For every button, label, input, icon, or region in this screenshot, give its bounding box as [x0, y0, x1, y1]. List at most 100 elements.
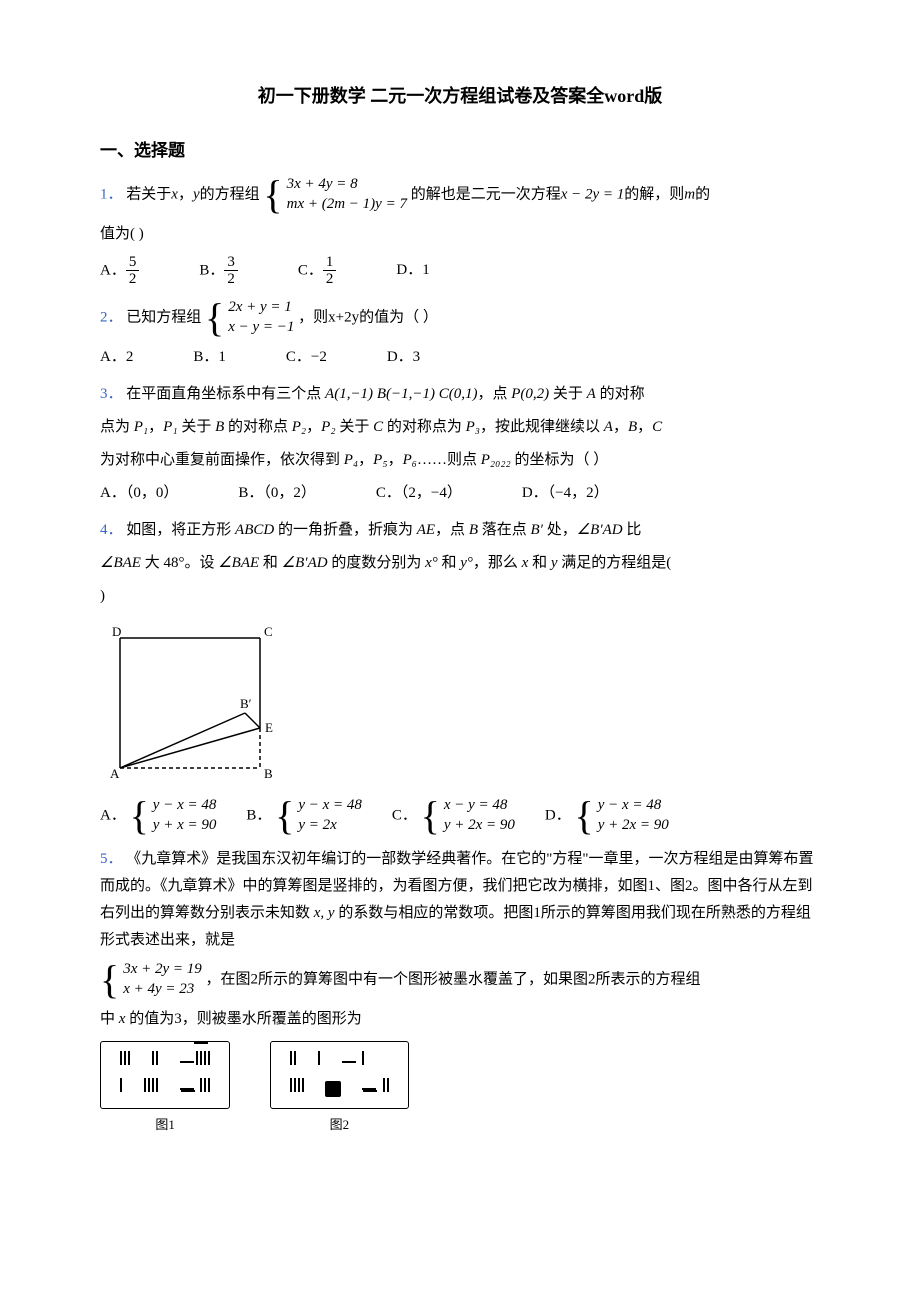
q3-text: 关于 [178, 419, 216, 435]
q3-options: A．（0，0） B．（0，2） C．（2，−4） D．（−4，2） [100, 480, 820, 507]
opt-label: B． [199, 262, 224, 278]
var: y [551, 555, 558, 571]
q1-opt-c: C．12 [298, 254, 337, 288]
q3-text: ，点 [477, 386, 511, 402]
var: ∠BAE [218, 555, 259, 571]
question-4: 4． 如图，将正方形 ABCD 的一角折叠，折痕为 AE，点 B 落在点 B′ … [100, 517, 820, 544]
var: A [587, 386, 596, 402]
var: ∠B′AD [577, 522, 623, 538]
q2-opt-c: C．−2 [286, 344, 327, 371]
var: P₁ [134, 419, 148, 435]
q4-figure: D C A B E B′ [100, 618, 290, 788]
q4-text: 的度数分别为 [328, 555, 426, 571]
pt-p: P(0,2) [511, 386, 549, 402]
pt-a: A(1,−1) [325, 386, 373, 402]
q1-opt-b: B．32 [199, 254, 238, 288]
q1-text-cont: 值为( ) [100, 221, 820, 248]
q2-text: ，则x+2y的值为（ ） [298, 309, 438, 325]
q3-text: ， [306, 419, 321, 435]
q3-text: 关于 [549, 386, 587, 402]
q4-opt-b: B． {y − x = 48y = 2x [246, 796, 362, 836]
q4-text: 落在点 [478, 522, 531, 538]
frac-num: 5 [126, 254, 140, 272]
fig-label-e: E [265, 720, 273, 735]
q4-line3: ) [100, 583, 820, 610]
q1-opt-a: A．52 [100, 254, 139, 288]
q1-options: A．52 B．32 C．12 D．1 [100, 254, 820, 288]
opt-label: B． [246, 807, 271, 823]
q5-fig2-container: 图2 [270, 1041, 408, 1137]
q5-text: 中 [100, 1011, 119, 1027]
frac-num: 1 [323, 254, 337, 272]
q1-text: 的方程组 [200, 186, 260, 202]
q3-opt-b: B．（0，2） [238, 480, 316, 507]
q2-sys-row1: 2x + y = 1 [228, 298, 294, 318]
q5-text: 的值为3，则被墨水所覆盖的图形为 [125, 1011, 361, 1027]
var: P₃ [466, 419, 480, 435]
frac-den: 2 [224, 271, 238, 288]
q4-line2: ∠BAE 大 48°。设 ∠BAE 和 ∠B′AD 的度数分别为 x° 和 y°… [100, 550, 820, 577]
q5-fig2-box [270, 1041, 408, 1109]
q5-number: 5． [100, 851, 123, 867]
q3-opt-c: C．（2，−4） [376, 480, 462, 507]
q2-opt-b: B．1 [193, 344, 226, 371]
opt-label: C． [392, 807, 417, 823]
q3-text: ，按此规律继续以 [480, 419, 604, 435]
q1-var-m: m [684, 186, 695, 202]
q1-text: 的解，则 [624, 186, 684, 202]
sys-row: y − x = 48 [153, 796, 217, 816]
q3-text: ， [613, 419, 628, 435]
var: A [604, 419, 613, 435]
q5-line2: { 3x + 2y = 19 x + 4y = 23 ，在图2所示的算筹图中有一… [100, 960, 820, 1000]
q1-sys-row2: mx + (2m − 1)y = 7 [287, 195, 407, 215]
q4-opt-d: D． {y − x = 48y + 2x = 90 [545, 796, 669, 836]
q5-fig1-box [100, 1041, 230, 1109]
q4-options: A． {y − x = 48y + x = 90 B． {y − x = 48y… [100, 796, 820, 836]
q1-eq: x − 2y = 1 [561, 186, 625, 202]
fig-label-c: C [264, 624, 273, 639]
q3-text: 的坐标为（ ） [511, 452, 609, 468]
q1-opt-d: D．1 [396, 257, 429, 284]
q3-text: 在平面直角坐标系中有三个点 [126, 386, 325, 402]
sys-row: y + 2x = 90 [598, 816, 669, 836]
q5-fig1-label: 图1 [100, 1113, 230, 1136]
q3-number: 3． [100, 386, 123, 402]
q3-text: ， [637, 419, 652, 435]
q2-sys-row2: x − y = −1 [228, 318, 294, 338]
var: P₆ [403, 452, 417, 468]
q5-line3: 中 x 的值为3，则被墨水所覆盖的图形为 [100, 1006, 820, 1033]
q5-system: { 3x + 2y = 19 x + 4y = 23 [100, 960, 202, 1000]
q4-text: 满足的方程组是( [558, 555, 672, 571]
q3-text: 的对称点 [224, 419, 292, 435]
brace: { [205, 298, 224, 338]
var: AE [417, 522, 435, 538]
question-5: 5． 《九章算术》是我国东汉初年编订的一部数学经典著作。在它的"方程"一章里，一… [100, 846, 820, 954]
q2-text: 已知方程组 [126, 309, 201, 325]
opt-label: D． [545, 807, 571, 823]
q1-text: 的 [695, 186, 710, 202]
frac-den: 2 [323, 271, 337, 288]
fig-label-b: B [264, 766, 273, 781]
q5-sys-row2: x + 4y = 23 [123, 980, 202, 1000]
frac-num: 3 [224, 254, 238, 272]
sys-row: y + 2x = 90 [444, 816, 515, 836]
q5-fig1-container: 图1 [100, 1041, 230, 1137]
q3-opt-d: D．（−4，2） [522, 480, 609, 507]
page-title: 初一下册数学 二元一次方程组试卷及答案全word版 [100, 80, 820, 112]
q3-text: 的对称点为 [383, 419, 466, 435]
q3-text: 为对称中心重复前面操作，依次得到 [100, 452, 344, 468]
var: x° [425, 555, 438, 571]
opt-label: A． [100, 262, 126, 278]
q4-text: 和 [259, 555, 282, 571]
question-3: 3． 在平面直角坐标系中有三个点 A(1,−1) B(−1,−1) C(0,1)… [100, 381, 820, 408]
q2-number: 2． [100, 309, 123, 325]
q2-opt-a: A．2 [100, 344, 133, 371]
var: P₄ [344, 452, 358, 468]
sys-row: y − x = 48 [298, 796, 362, 816]
q1-number: 1． [100, 186, 123, 202]
q1-text: 的解也是二元一次方程 [411, 186, 561, 202]
q1-var-y: y [193, 186, 200, 202]
q5-fig2-label: 图2 [270, 1113, 408, 1136]
var: P₂₀₂₂ [481, 452, 511, 468]
q3-text: ， [358, 452, 373, 468]
